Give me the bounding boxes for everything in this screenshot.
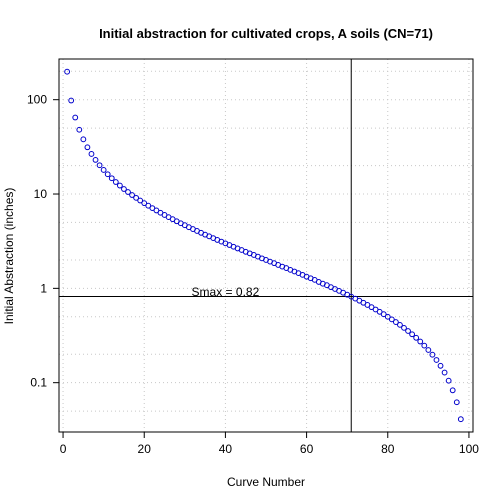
data-point xyxy=(445,377,452,384)
x-axis-label: Curve Number xyxy=(227,475,305,489)
y-axis-label: Initial Abstraction (inches) xyxy=(2,188,16,325)
data-point xyxy=(133,194,140,201)
data-point xyxy=(449,387,456,394)
x-tick-label: 80 xyxy=(381,442,395,456)
data-point xyxy=(145,202,152,209)
reference-lines xyxy=(59,59,473,432)
y-tick-label: 1 xyxy=(40,281,47,295)
data-point xyxy=(68,97,75,104)
data-point xyxy=(125,189,131,195)
data-point xyxy=(141,200,148,207)
data-point xyxy=(405,328,411,334)
y-tick-label: 0.1 xyxy=(30,376,47,390)
data-point xyxy=(413,334,420,341)
data-point xyxy=(453,399,460,406)
data-point xyxy=(401,324,407,331)
data-point xyxy=(421,342,428,349)
data-point xyxy=(72,114,79,121)
data-point xyxy=(76,126,83,133)
data-point xyxy=(388,316,395,323)
grid xyxy=(59,59,473,432)
x-tick-label: 20 xyxy=(138,442,152,456)
plot-frame xyxy=(58,58,474,433)
data-point xyxy=(376,308,383,315)
x-tick-label: 100 xyxy=(459,442,479,456)
data-point xyxy=(429,351,436,358)
data-point xyxy=(100,167,107,173)
data-point xyxy=(137,197,144,204)
data-point xyxy=(397,321,403,328)
data-point xyxy=(104,171,111,178)
data-point xyxy=(92,156,99,163)
data-point xyxy=(409,331,416,338)
data-point xyxy=(116,182,123,189)
data-point xyxy=(80,136,87,143)
data-point xyxy=(457,416,464,423)
data-point xyxy=(425,347,432,353)
data-point xyxy=(112,179,119,185)
data-point xyxy=(108,175,115,182)
data-point xyxy=(437,362,444,369)
chart-title: Initial abstraction for cultivated crops… xyxy=(99,26,433,41)
data-points xyxy=(64,68,464,423)
data-point xyxy=(96,162,103,169)
data-point xyxy=(441,369,448,376)
data-point xyxy=(384,313,391,320)
x-tick-label: 0 xyxy=(60,442,67,456)
smax-annotation: Smax = 0.82 xyxy=(192,285,260,299)
x-tick-label: 60 xyxy=(300,442,314,456)
data-point xyxy=(64,68,71,75)
data-point xyxy=(392,319,399,325)
data-point xyxy=(121,186,127,192)
data-point xyxy=(129,192,135,198)
x-tick-label: 40 xyxy=(219,442,233,456)
y-tick-label: 100 xyxy=(27,93,47,107)
data-point xyxy=(380,311,387,318)
data-point xyxy=(84,144,91,151)
data-point xyxy=(88,151,95,157)
axes: 0 20 40 60 80 100 0.1 1 10 100 xyxy=(27,93,479,456)
data-point xyxy=(433,357,440,363)
data-point xyxy=(417,338,424,345)
y-tick-label: 10 xyxy=(34,187,48,201)
